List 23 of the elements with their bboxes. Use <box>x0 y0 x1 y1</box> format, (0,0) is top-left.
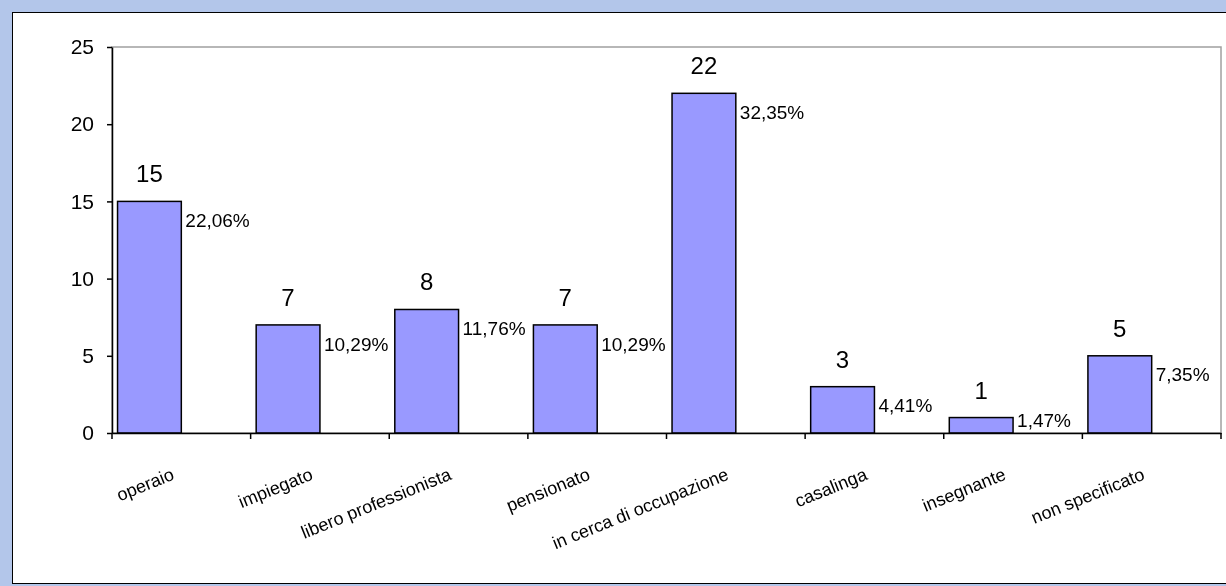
data-label: 7 <box>281 283 295 311</box>
annotation: 10,29% <box>601 333 666 355</box>
annotation: 1,47% <box>1017 409 1072 431</box>
annotation: 11,76% <box>462 318 526 340</box>
data-label: 8 <box>420 268 434 296</box>
y-tick-label: 25 <box>70 35 94 59</box>
y-tick-label: 15 <box>70 189 94 213</box>
x-tick-label: operaio <box>113 464 177 506</box>
annotation: 32,35% <box>739 101 805 123</box>
y-tick-label: 20 <box>70 112 94 136</box>
data-label: 1 <box>974 376 988 404</box>
annotation: 10,29% <box>323 333 389 355</box>
y-tick-label: 0 <box>82 421 94 445</box>
annotation: 4,41% <box>878 395 933 417</box>
data-label: 7 <box>558 283 572 311</box>
data-label: 15 <box>136 160 163 188</box>
data-label: 22 <box>690 52 718 80</box>
annotation: 22,06% <box>185 209 250 231</box>
y-tick-label: 10 <box>70 266 94 290</box>
y-tick-label: 5 <box>82 344 94 368</box>
data-label: 3 <box>835 345 850 373</box>
data-label: 5 <box>1113 314 1127 342</box>
annotation: 7,35% <box>1155 364 1210 386</box>
